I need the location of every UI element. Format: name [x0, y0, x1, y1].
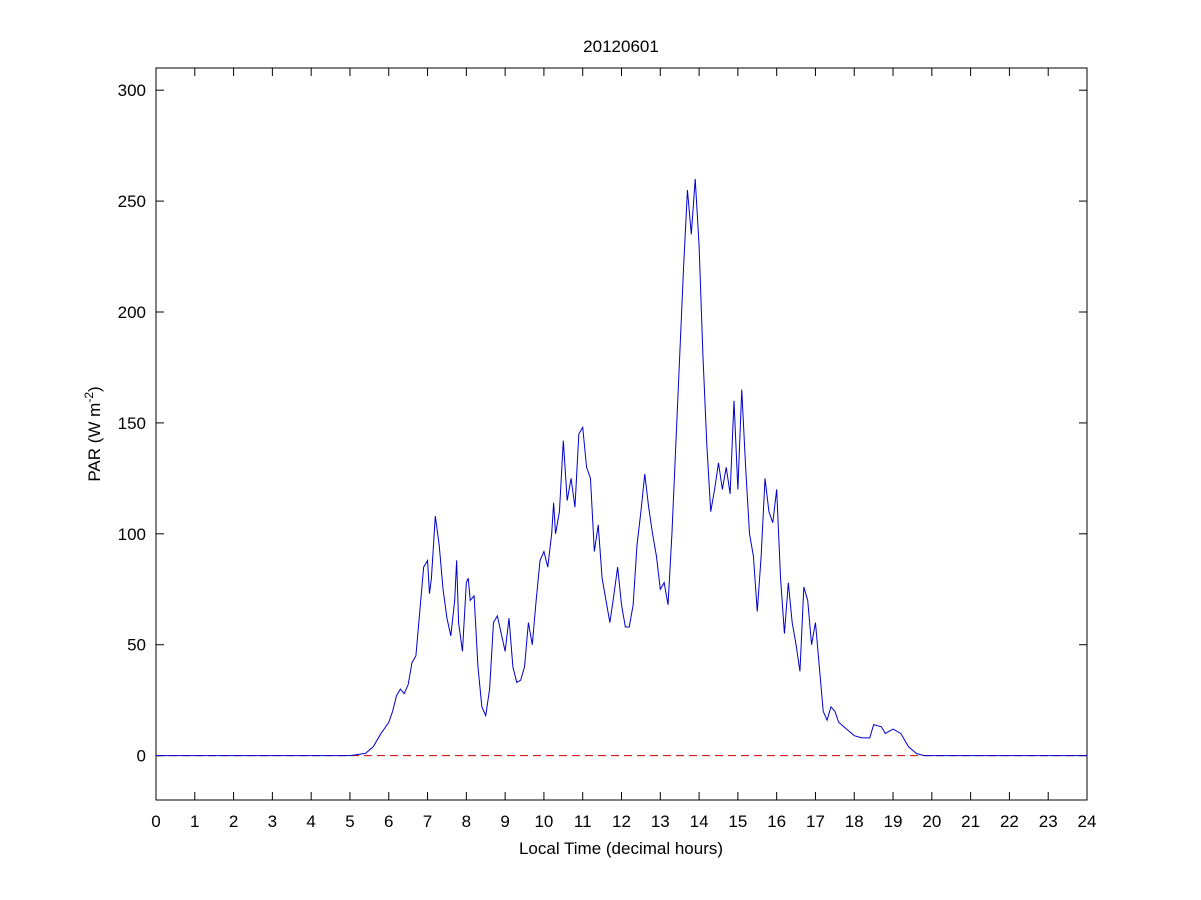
x-tick-label: 18 [845, 812, 864, 831]
x-axis-label: Local Time (decimal hours) [519, 839, 723, 858]
x-tick-label: 12 [612, 812, 631, 831]
x-tick-label: 22 [1000, 812, 1019, 831]
y-tick-label: 250 [118, 192, 146, 211]
y-tick-label: 200 [118, 303, 146, 322]
chart-title: 20120601 [583, 37, 659, 56]
x-tick-label: 1 [190, 812, 199, 831]
x-tick-label: 14 [690, 812, 709, 831]
x-tick-label: 11 [574, 812, 592, 831]
x-tick-label: 23 [1039, 812, 1058, 831]
x-tick-label: 24 [1078, 812, 1097, 831]
x-tick-label: 13 [651, 812, 670, 831]
y-axis-label-suffix: ) [85, 386, 104, 392]
x-tick-label: 8 [462, 812, 471, 831]
y-tick-label: 50 [127, 636, 146, 655]
y-tick-label: 300 [118, 81, 146, 100]
x-tick-label: 20 [922, 812, 941, 831]
y-axis-label-sup: -2 [82, 392, 96, 403]
y-tick-label: 100 [118, 525, 146, 544]
x-tick-label: 15 [728, 812, 747, 831]
x-tick-label: 10 [534, 812, 553, 831]
x-tick-label: 19 [884, 812, 903, 831]
x-tick-label: 9 [500, 812, 509, 831]
y-axis-label: PAR (W m-2) [82, 386, 104, 481]
x-tick-label: 7 [423, 812, 432, 831]
y-tick-label: 150 [118, 414, 146, 433]
x-tick-label: 4 [306, 812, 315, 831]
plot-frame [155, 67, 1088, 801]
x-tick-label: 17 [806, 812, 825, 831]
data-line [156, 178, 1087, 757]
x-tick-label: 3 [268, 812, 277, 831]
x-tick-label: 2 [229, 812, 238, 831]
y-axis-label-text: PAR (W m [85, 403, 104, 482]
x-tick-label: 16 [767, 812, 786, 831]
x-tick-label: 6 [384, 812, 393, 831]
x-tick-label: 5 [345, 812, 354, 831]
x-tick-label: 21 [961, 812, 980, 831]
x-tick-label: 0 [151, 812, 160, 831]
y-tick-label: 0 [137, 747, 146, 766]
